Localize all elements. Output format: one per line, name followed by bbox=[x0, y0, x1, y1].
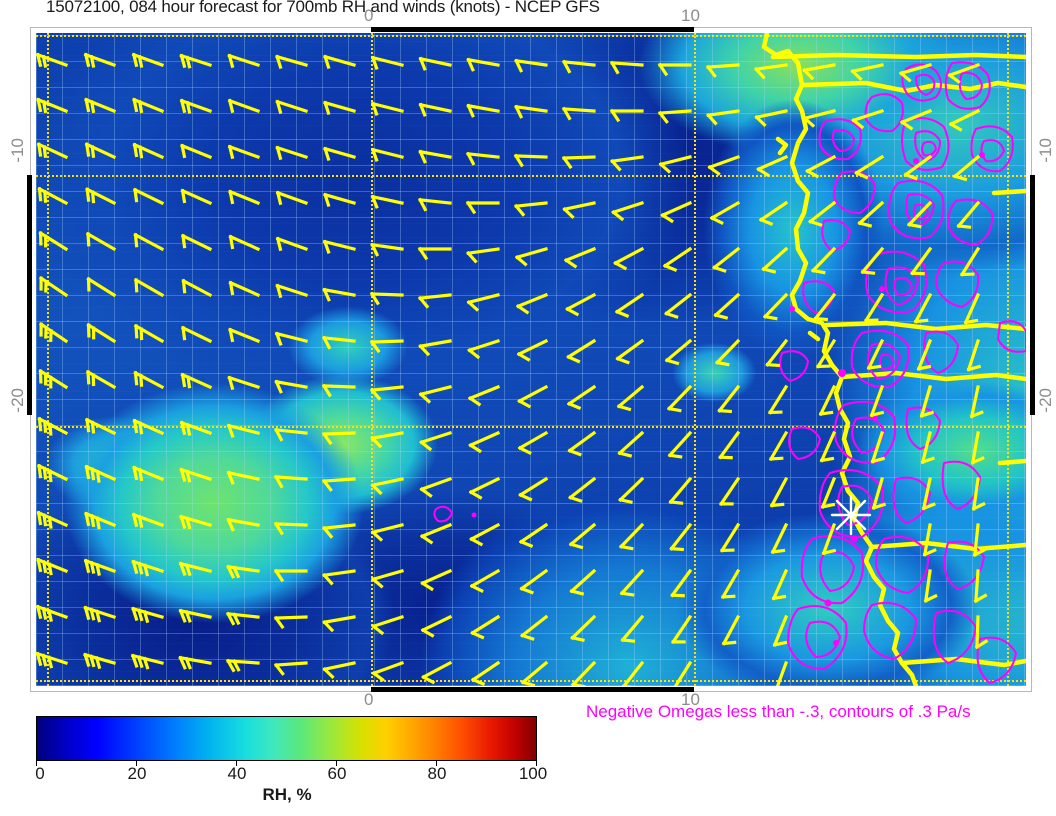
colorbar-tick-40 bbox=[236, 761, 237, 766]
ytick-right--10: -10 bbox=[1036, 138, 1055, 163]
graticule-lon-right bbox=[1007, 33, 1009, 686]
model-grid-overlay bbox=[36, 33, 1026, 686]
colorbar-tick-60 bbox=[336, 761, 337, 766]
colorbar-label-0: 0 bbox=[35, 764, 45, 783]
axis-tick-bar-bottom bbox=[371, 687, 694, 692]
graticule-lon-10 bbox=[694, 33, 696, 686]
xtick-bottom-10: 10 bbox=[681, 690, 700, 709]
colorbar-label-80: 80 bbox=[427, 764, 447, 783]
ytick-left--10: -10 bbox=[8, 138, 27, 163]
graticule-lat-top bbox=[36, 35, 1026, 37]
colorbar-label-60: 60 bbox=[327, 764, 347, 783]
axis-tick-bar-right bbox=[1030, 175, 1035, 415]
ytick-left--20: -20 bbox=[8, 388, 27, 413]
colorbar-title: RH, % bbox=[262, 785, 312, 804]
graticule-lat--20 bbox=[36, 426, 1026, 428]
colorbar-label-40: 40 bbox=[227, 764, 247, 783]
graticule-lat--10 bbox=[36, 175, 1026, 177]
colorbar-label-100: 100 bbox=[518, 764, 548, 783]
xtick-top-0: 0 bbox=[364, 6, 374, 25]
colorbar-tick-20 bbox=[136, 761, 137, 766]
colorbar-tick-100 bbox=[536, 761, 537, 766]
colorbar-tick-80 bbox=[436, 761, 437, 766]
colorbar-gradient bbox=[36, 716, 537, 761]
axis-tick-bar-left bbox=[27, 175, 32, 415]
axis-tick-bar-top bbox=[371, 27, 694, 32]
colorbar-tick-0 bbox=[36, 761, 37, 766]
graticule-lon-left bbox=[47, 33, 49, 686]
page-title: 15072100, 084 hour forecast for 700mb RH… bbox=[46, 0, 600, 16]
ytick-right--20: -20 bbox=[1036, 388, 1055, 413]
graticule-lon-0 bbox=[371, 33, 373, 686]
xtick-bottom-0: 0 bbox=[364, 690, 374, 709]
colorbar[interactable] bbox=[36, 716, 537, 766]
omega-contour-note: Negative Omegas less than -.3, contours … bbox=[586, 702, 971, 721]
xtick-top-10: 10 bbox=[681, 6, 700, 25]
graticule-lat-bottom bbox=[36, 680, 1026, 682]
colorbar-label-20: 20 bbox=[127, 764, 147, 783]
map-plot-area[interactable] bbox=[36, 33, 1026, 686]
